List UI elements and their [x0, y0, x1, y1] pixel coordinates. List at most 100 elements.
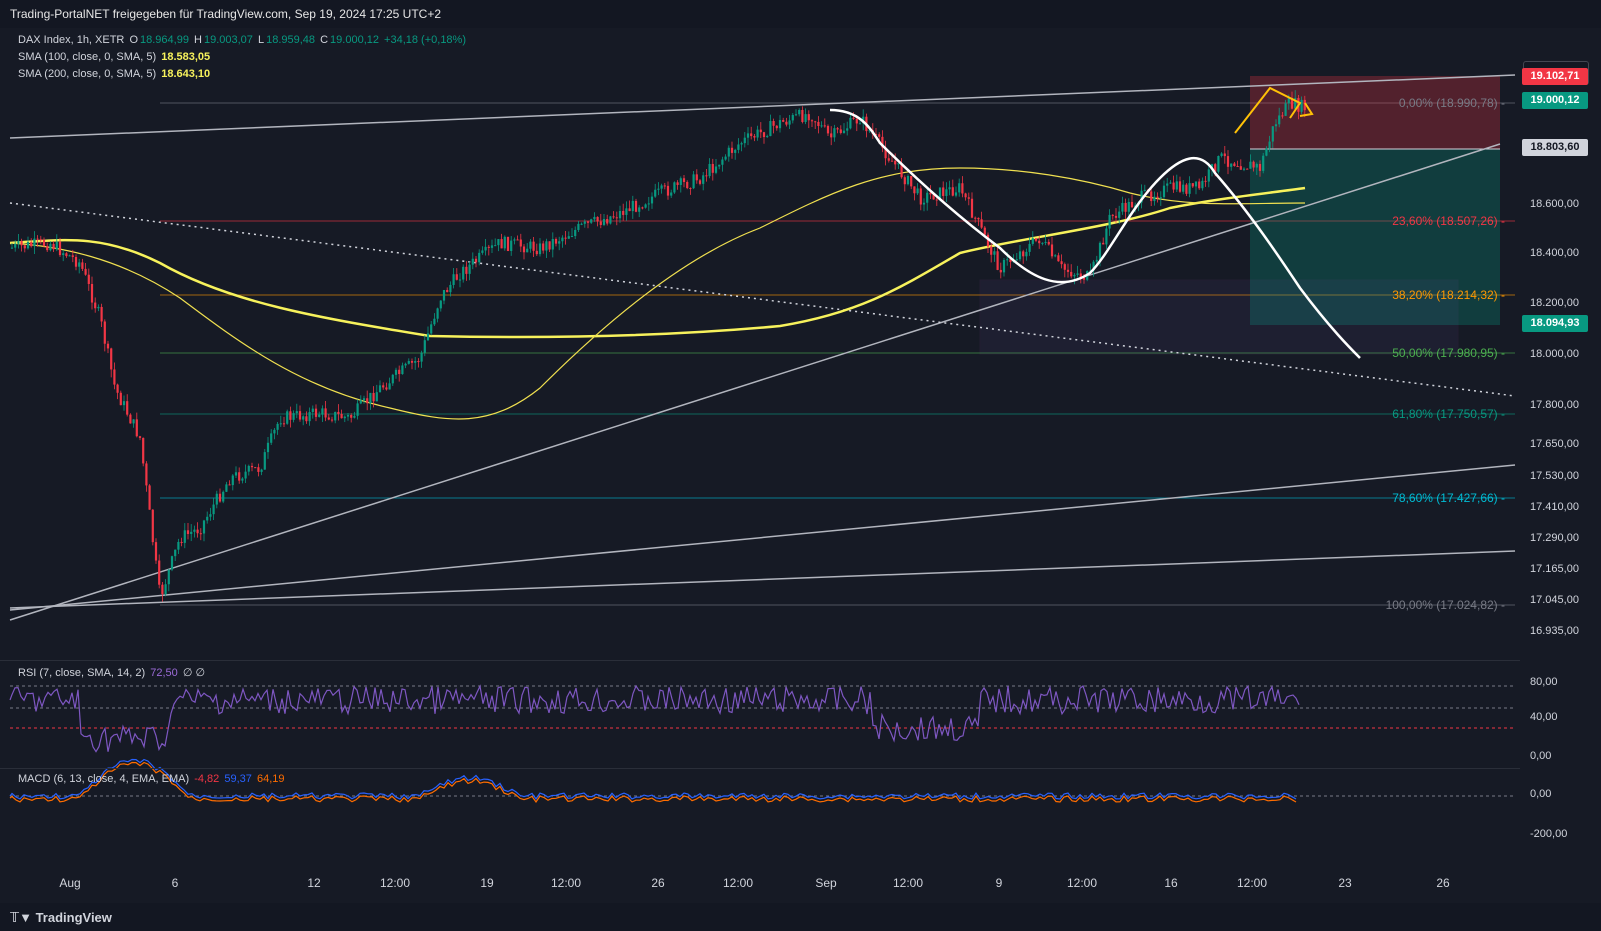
candle-body — [772, 121, 775, 126]
bottom-bar: 𝕋▼ TradingView — [0, 903, 1601, 931]
time-axis-label: 12:00 — [1066, 876, 1098, 890]
candle-body — [1092, 261, 1095, 271]
candle-body — [830, 133, 833, 138]
candle-body — [906, 175, 910, 185]
candle-body — [810, 120, 814, 122]
candle-body — [686, 181, 689, 189]
fib-level-label: 23,60% (18.507,26) - — [1392, 214, 1505, 228]
low-value: 18.959,48 — [266, 34, 316, 46]
candle-body — [1006, 259, 1009, 261]
candle-body — [257, 467, 260, 472]
candle-body — [1130, 201, 1134, 208]
candle-body — [327, 417, 330, 420]
candle-body — [887, 158, 890, 161]
candle-body — [1198, 181, 1201, 189]
candle-body — [1041, 242, 1044, 244]
candle-body — [894, 160, 897, 165]
candle-body — [807, 114, 810, 121]
candle-body — [958, 183, 961, 193]
candle-body — [209, 514, 212, 517]
candle-body — [689, 188, 692, 190]
candle-body — [87, 274, 90, 284]
candle-body — [842, 130, 846, 133]
candle-body — [58, 241, 62, 256]
candle-body — [1217, 155, 1220, 172]
price-axis-label: 17.800,00 — [1530, 399, 1579, 411]
candle-body — [1124, 202, 1127, 212]
candle-body — [484, 246, 487, 251]
macd-legend: MACD (6, 13, close, 4, EMA, EMA) -4,82 5… — [18, 773, 285, 785]
candle-body — [878, 134, 881, 137]
candle-body — [97, 306, 100, 309]
candle-body — [673, 182, 676, 193]
candle-body — [999, 269, 1002, 273]
change-value: +34,18 (+0,18%) — [384, 34, 466, 46]
chart-area[interactable]: DAX Index, 1h, XETR O 18.964,99 H 19.003,0… — [0, 28, 1601, 903]
candle-body — [590, 219, 593, 223]
fib-level-label: 100,00% (17.024,82) - — [1385, 598, 1505, 612]
candle-body — [1284, 103, 1287, 116]
candle-body — [692, 174, 695, 189]
candle-body — [874, 134, 878, 136]
candle-body — [954, 192, 958, 196]
candle-body — [1175, 181, 1178, 190]
candle-body — [170, 556, 174, 570]
candle-body — [1054, 255, 1057, 257]
candle-body — [394, 369, 398, 375]
candle-body — [820, 125, 823, 127]
candle-body — [1265, 148, 1268, 156]
candle-body — [183, 530, 186, 543]
candle-body — [638, 207, 641, 212]
candle-body — [833, 128, 836, 138]
candle-body — [1246, 168, 1249, 170]
candle-body — [564, 237, 567, 239]
candle-body — [1252, 161, 1255, 168]
candle-body — [154, 542, 158, 561]
candle-body — [942, 187, 945, 196]
candle-body — [410, 360, 414, 363]
time-axis-label: 12:00 — [379, 876, 411, 890]
candle-body — [1255, 163, 1258, 168]
tradingview-logo[interactable]: 𝕋▼ TradingView — [10, 910, 112, 925]
candle-body — [794, 114, 798, 116]
candle-body — [746, 133, 750, 138]
candle-body — [49, 243, 52, 251]
candle-body — [250, 465, 254, 468]
macd-axis-neg200: -200,00 — [1530, 828, 1568, 840]
candle-body — [452, 274, 455, 285]
candle-body — [1114, 215, 1118, 218]
candle-body — [1076, 273, 1079, 275]
candle-body — [682, 178, 686, 182]
candle-body — [94, 302, 97, 309]
candle-body — [938, 187, 942, 200]
sma100-line — [9, 167, 1306, 420]
candle-body — [666, 185, 670, 196]
candle-body — [503, 236, 506, 249]
candle-body — [106, 343, 110, 349]
candle-body — [644, 204, 647, 208]
candle-body — [756, 129, 759, 138]
candle-body — [26, 242, 30, 249]
close-value: 19.000,12 — [330, 34, 379, 46]
candle-body — [708, 163, 711, 177]
candle-body — [436, 308, 439, 319]
candle-body — [1121, 202, 1124, 212]
chart-canvas[interactable] — [0, 28, 1601, 903]
candle-body — [618, 210, 622, 219]
candle-body — [881, 136, 884, 148]
candle-body — [513, 239, 516, 241]
candle-body — [161, 584, 164, 595]
macd-line — [9, 758, 1297, 800]
candle-body — [945, 189, 948, 196]
candle-body — [372, 392, 375, 402]
fib-level-label: 0,00% (18.990,78) - — [1398, 96, 1505, 110]
candle-body — [737, 144, 740, 150]
candle-body — [1236, 166, 1239, 168]
candle-body — [753, 136, 756, 138]
candle-body — [529, 241, 532, 249]
candle-body — [1271, 126, 1274, 142]
candle-body — [730, 147, 734, 153]
candle-body — [762, 132, 766, 138]
candle-body — [474, 258, 478, 263]
candle-body — [826, 125, 830, 134]
